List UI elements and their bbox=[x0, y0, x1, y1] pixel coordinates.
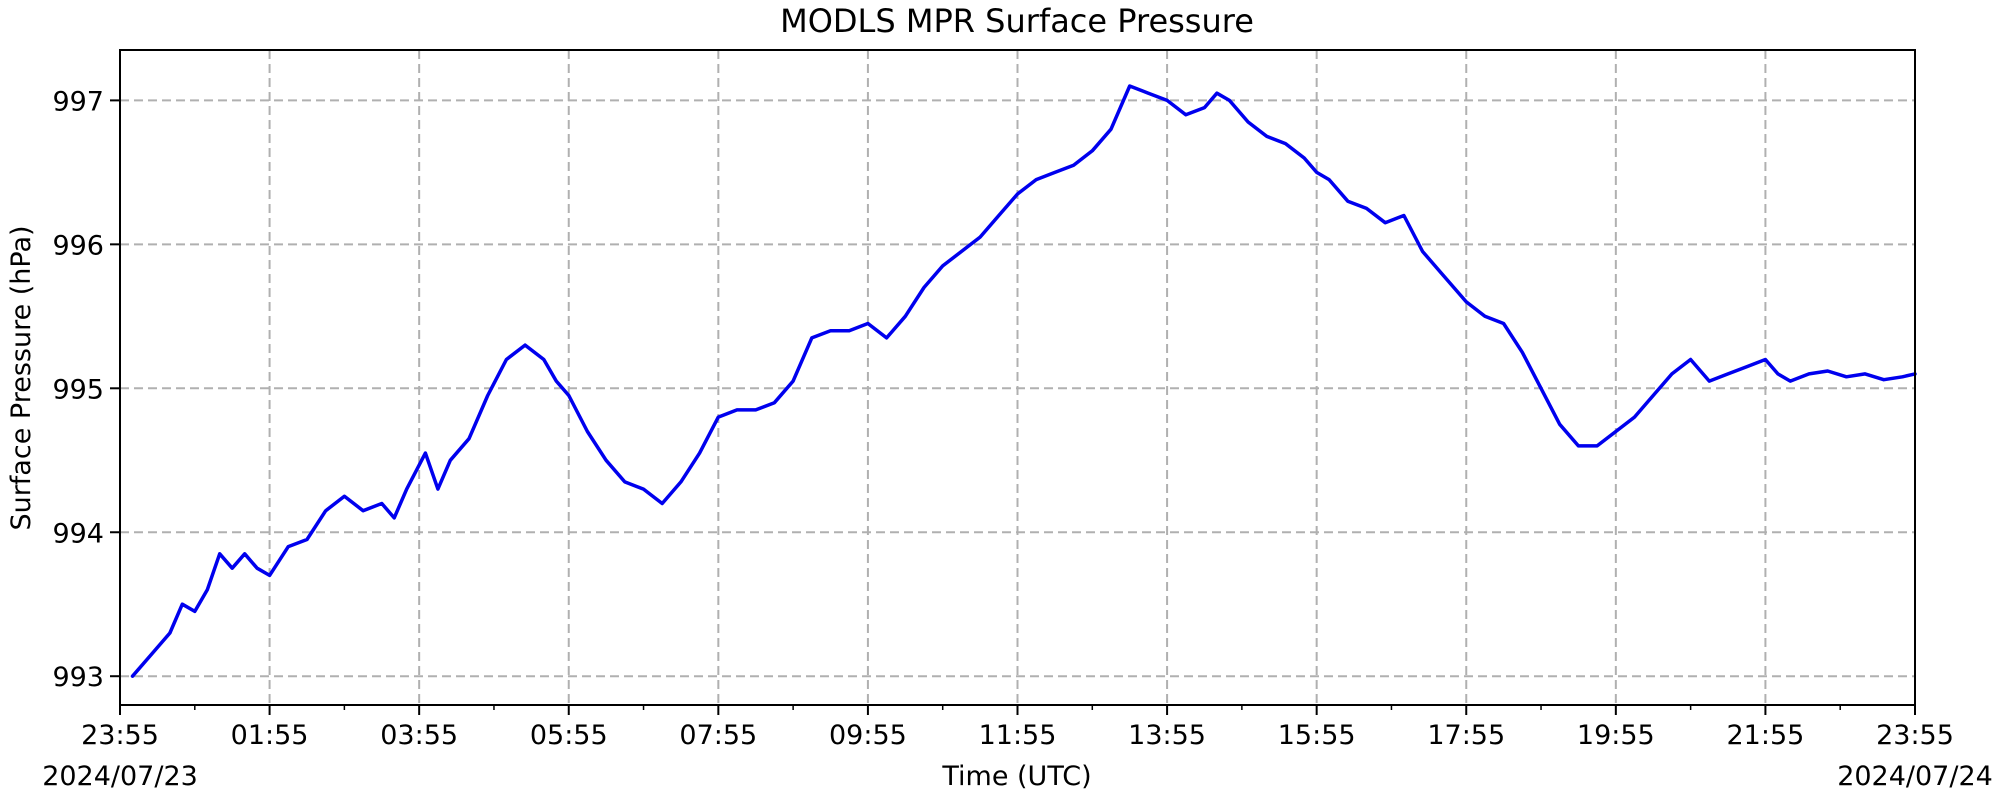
x-axis-end-date: 2024/07/24 bbox=[1837, 761, 1993, 792]
x-tick-label: 01:55 bbox=[231, 720, 309, 751]
x-tick-label: 19:55 bbox=[1577, 720, 1655, 751]
x-tick-label: 03:55 bbox=[380, 720, 458, 751]
y-axis-title: Surface Pressure (hPa) bbox=[6, 225, 37, 530]
y-tick-label: 996 bbox=[52, 230, 104, 261]
x-axis-title: Time (UTC) bbox=[941, 761, 1091, 792]
chart-title: MODLS MPR Surface Pressure bbox=[780, 2, 1254, 40]
y-tick-label: 994 bbox=[52, 518, 104, 549]
x-tick-label: 23:55 bbox=[1876, 720, 1954, 751]
y-tick-label: 993 bbox=[52, 662, 104, 693]
x-tick-label: 13:55 bbox=[1128, 720, 1206, 751]
x-axis-start-date: 2024/07/23 bbox=[42, 761, 198, 792]
x-tick-label: 11:55 bbox=[979, 720, 1057, 751]
x-tick-label: 05:55 bbox=[530, 720, 608, 751]
x-tick-label: 17:55 bbox=[1427, 720, 1505, 751]
series-layer bbox=[130, 84, 1917, 678]
x-tick-label: 21:55 bbox=[1727, 720, 1805, 751]
y-tick-label: 995 bbox=[52, 374, 104, 405]
x-axis: 23:55 01:55 03:55 05:55 07:55 09:55 11:55 13:55… bbox=[81, 705, 1954, 751]
x-tick-label: 15:55 bbox=[1278, 720, 1356, 751]
y-axis: 993 994 995 996 997 bbox=[52, 86, 120, 693]
grid-layer bbox=[120, 50, 1915, 705]
pressure-series-line bbox=[130, 84, 1917, 678]
x-tick-label: 07:55 bbox=[679, 720, 757, 751]
x-tick-label: 23:55 bbox=[81, 720, 159, 751]
x-tick-label: 09:55 bbox=[829, 720, 907, 751]
y-tick-label: 997 bbox=[52, 86, 104, 117]
